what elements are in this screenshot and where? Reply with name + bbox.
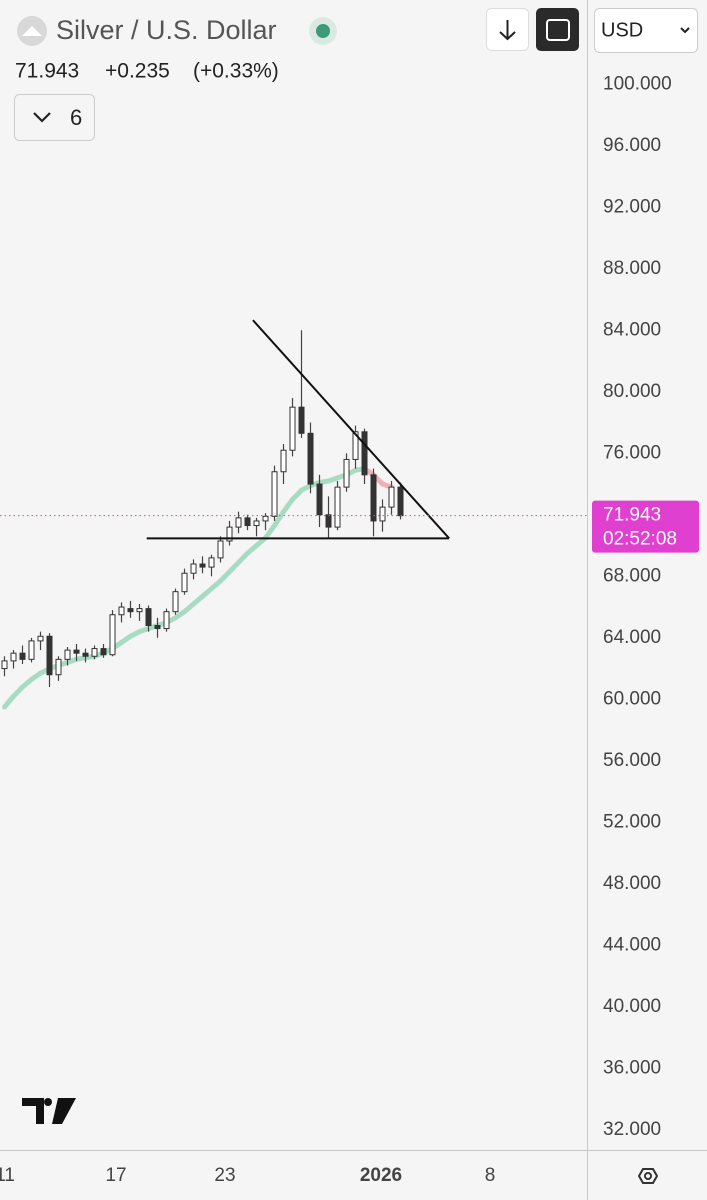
candle-body xyxy=(10,652,17,662)
candle-body xyxy=(271,471,278,517)
candle-body xyxy=(325,514,332,528)
candle-body xyxy=(46,635,53,676)
candle-body xyxy=(262,515,269,522)
indicator-count: 6 xyxy=(70,105,82,130)
settings-icon[interactable] xyxy=(637,1168,659,1184)
y-tick-label: 48.000 xyxy=(603,873,661,894)
candle-body xyxy=(109,614,116,656)
countdown-label: 02:52:08 xyxy=(603,529,677,550)
candle-body xyxy=(397,486,404,517)
candle-body xyxy=(91,648,98,657)
candle-body xyxy=(154,625,161,630)
candle-body xyxy=(163,611,170,630)
candle-body xyxy=(235,517,242,528)
indicator-toggle[interactable] xyxy=(14,94,95,141)
y-tick-label: 80.000 xyxy=(603,381,661,402)
y-tick-label: 88.000 xyxy=(603,258,661,279)
market-status-dot xyxy=(316,24,330,38)
x-tick-label: 8 xyxy=(485,1165,496,1186)
candle-body xyxy=(145,608,152,627)
candle-body xyxy=(118,606,125,616)
y-tick-label: 76.000 xyxy=(603,442,661,463)
candle-body xyxy=(343,458,350,488)
y-tick-label: 52.000 xyxy=(603,811,661,832)
candle-body xyxy=(208,557,215,568)
candle-body xyxy=(316,483,323,516)
x-tick-label: 23 xyxy=(214,1165,235,1186)
fullscreen-button[interactable] xyxy=(536,8,579,51)
candle-body xyxy=(244,517,251,527)
currency-select[interactable] xyxy=(594,8,698,53)
candle-body xyxy=(172,591,179,613)
y-tick-label: 56.000 xyxy=(603,750,661,771)
moving-average xyxy=(263,523,278,541)
y-tick-label: 40.000 xyxy=(603,996,661,1017)
y-tick-label: 68.000 xyxy=(603,565,661,586)
candle-body xyxy=(217,540,224,559)
moving-average xyxy=(281,496,296,515)
candle-body xyxy=(55,658,62,676)
y-tick-label: 44.000 xyxy=(603,934,661,955)
watermark-logo xyxy=(44,1098,52,1106)
candle-body xyxy=(370,474,377,522)
moving-average xyxy=(380,481,395,490)
y-tick-label: 64.000 xyxy=(603,627,661,648)
y-tick-label: 32.000 xyxy=(603,1119,661,1140)
candle-body xyxy=(280,449,287,473)
candle-body xyxy=(226,526,233,542)
candle-body xyxy=(388,486,395,508)
watermark-logo xyxy=(22,1098,76,1124)
symbol-icon-shape xyxy=(22,26,42,36)
candle-body xyxy=(82,652,89,657)
candle-body xyxy=(199,563,206,568)
candle-body xyxy=(64,649,71,660)
plot-area xyxy=(0,319,587,710)
candle-body xyxy=(181,572,188,593)
x-tick-label: 2026 xyxy=(360,1165,402,1186)
trendline xyxy=(252,319,450,539)
candle-body xyxy=(28,640,35,660)
y-tick-label: 36.000 xyxy=(603,1057,661,1078)
y-tick-label: 92.000 xyxy=(603,196,661,217)
candle-body xyxy=(289,406,296,451)
last-price: 71.943 xyxy=(15,60,79,83)
y-tick-label: 60.000 xyxy=(603,688,661,709)
candle-body xyxy=(37,635,44,642)
candle-body xyxy=(334,486,341,528)
price-change-percent: (+0.33%) xyxy=(193,60,279,83)
download-icon xyxy=(499,20,516,41)
candle-body xyxy=(1,660,8,670)
candle-body xyxy=(136,608,143,613)
x-tick-label: 17 xyxy=(105,1165,126,1186)
price-label: 71.943 xyxy=(603,505,661,526)
candle-body xyxy=(379,506,386,522)
candle-body xyxy=(307,432,314,485)
candle-body xyxy=(361,431,368,476)
price-label-box xyxy=(592,500,699,553)
symbol-title: Silver / U.S. Dollar xyxy=(56,15,277,45)
candle-body xyxy=(298,406,305,434)
chevron-icon xyxy=(33,112,51,123)
y-tick-label: 100.000 xyxy=(603,73,672,94)
currency: USD xyxy=(601,19,643,41)
fullscreen-icon xyxy=(546,19,570,41)
candle-body xyxy=(19,652,26,660)
moving-average xyxy=(272,509,287,529)
x-tick-label: 11 xyxy=(0,1165,15,1186)
price-change: +0.235 xyxy=(105,60,170,83)
candle-body xyxy=(100,648,107,656)
chevron-icon xyxy=(680,27,690,34)
y-tick-label: 96.000 xyxy=(603,135,661,156)
candle-body xyxy=(352,431,359,460)
candle-body xyxy=(253,520,260,527)
settings-icon xyxy=(644,1172,652,1180)
candle-body xyxy=(127,608,134,613)
y-tick-label: 84.000 xyxy=(603,319,661,340)
candle-body xyxy=(73,649,80,654)
candle-body xyxy=(190,563,197,574)
